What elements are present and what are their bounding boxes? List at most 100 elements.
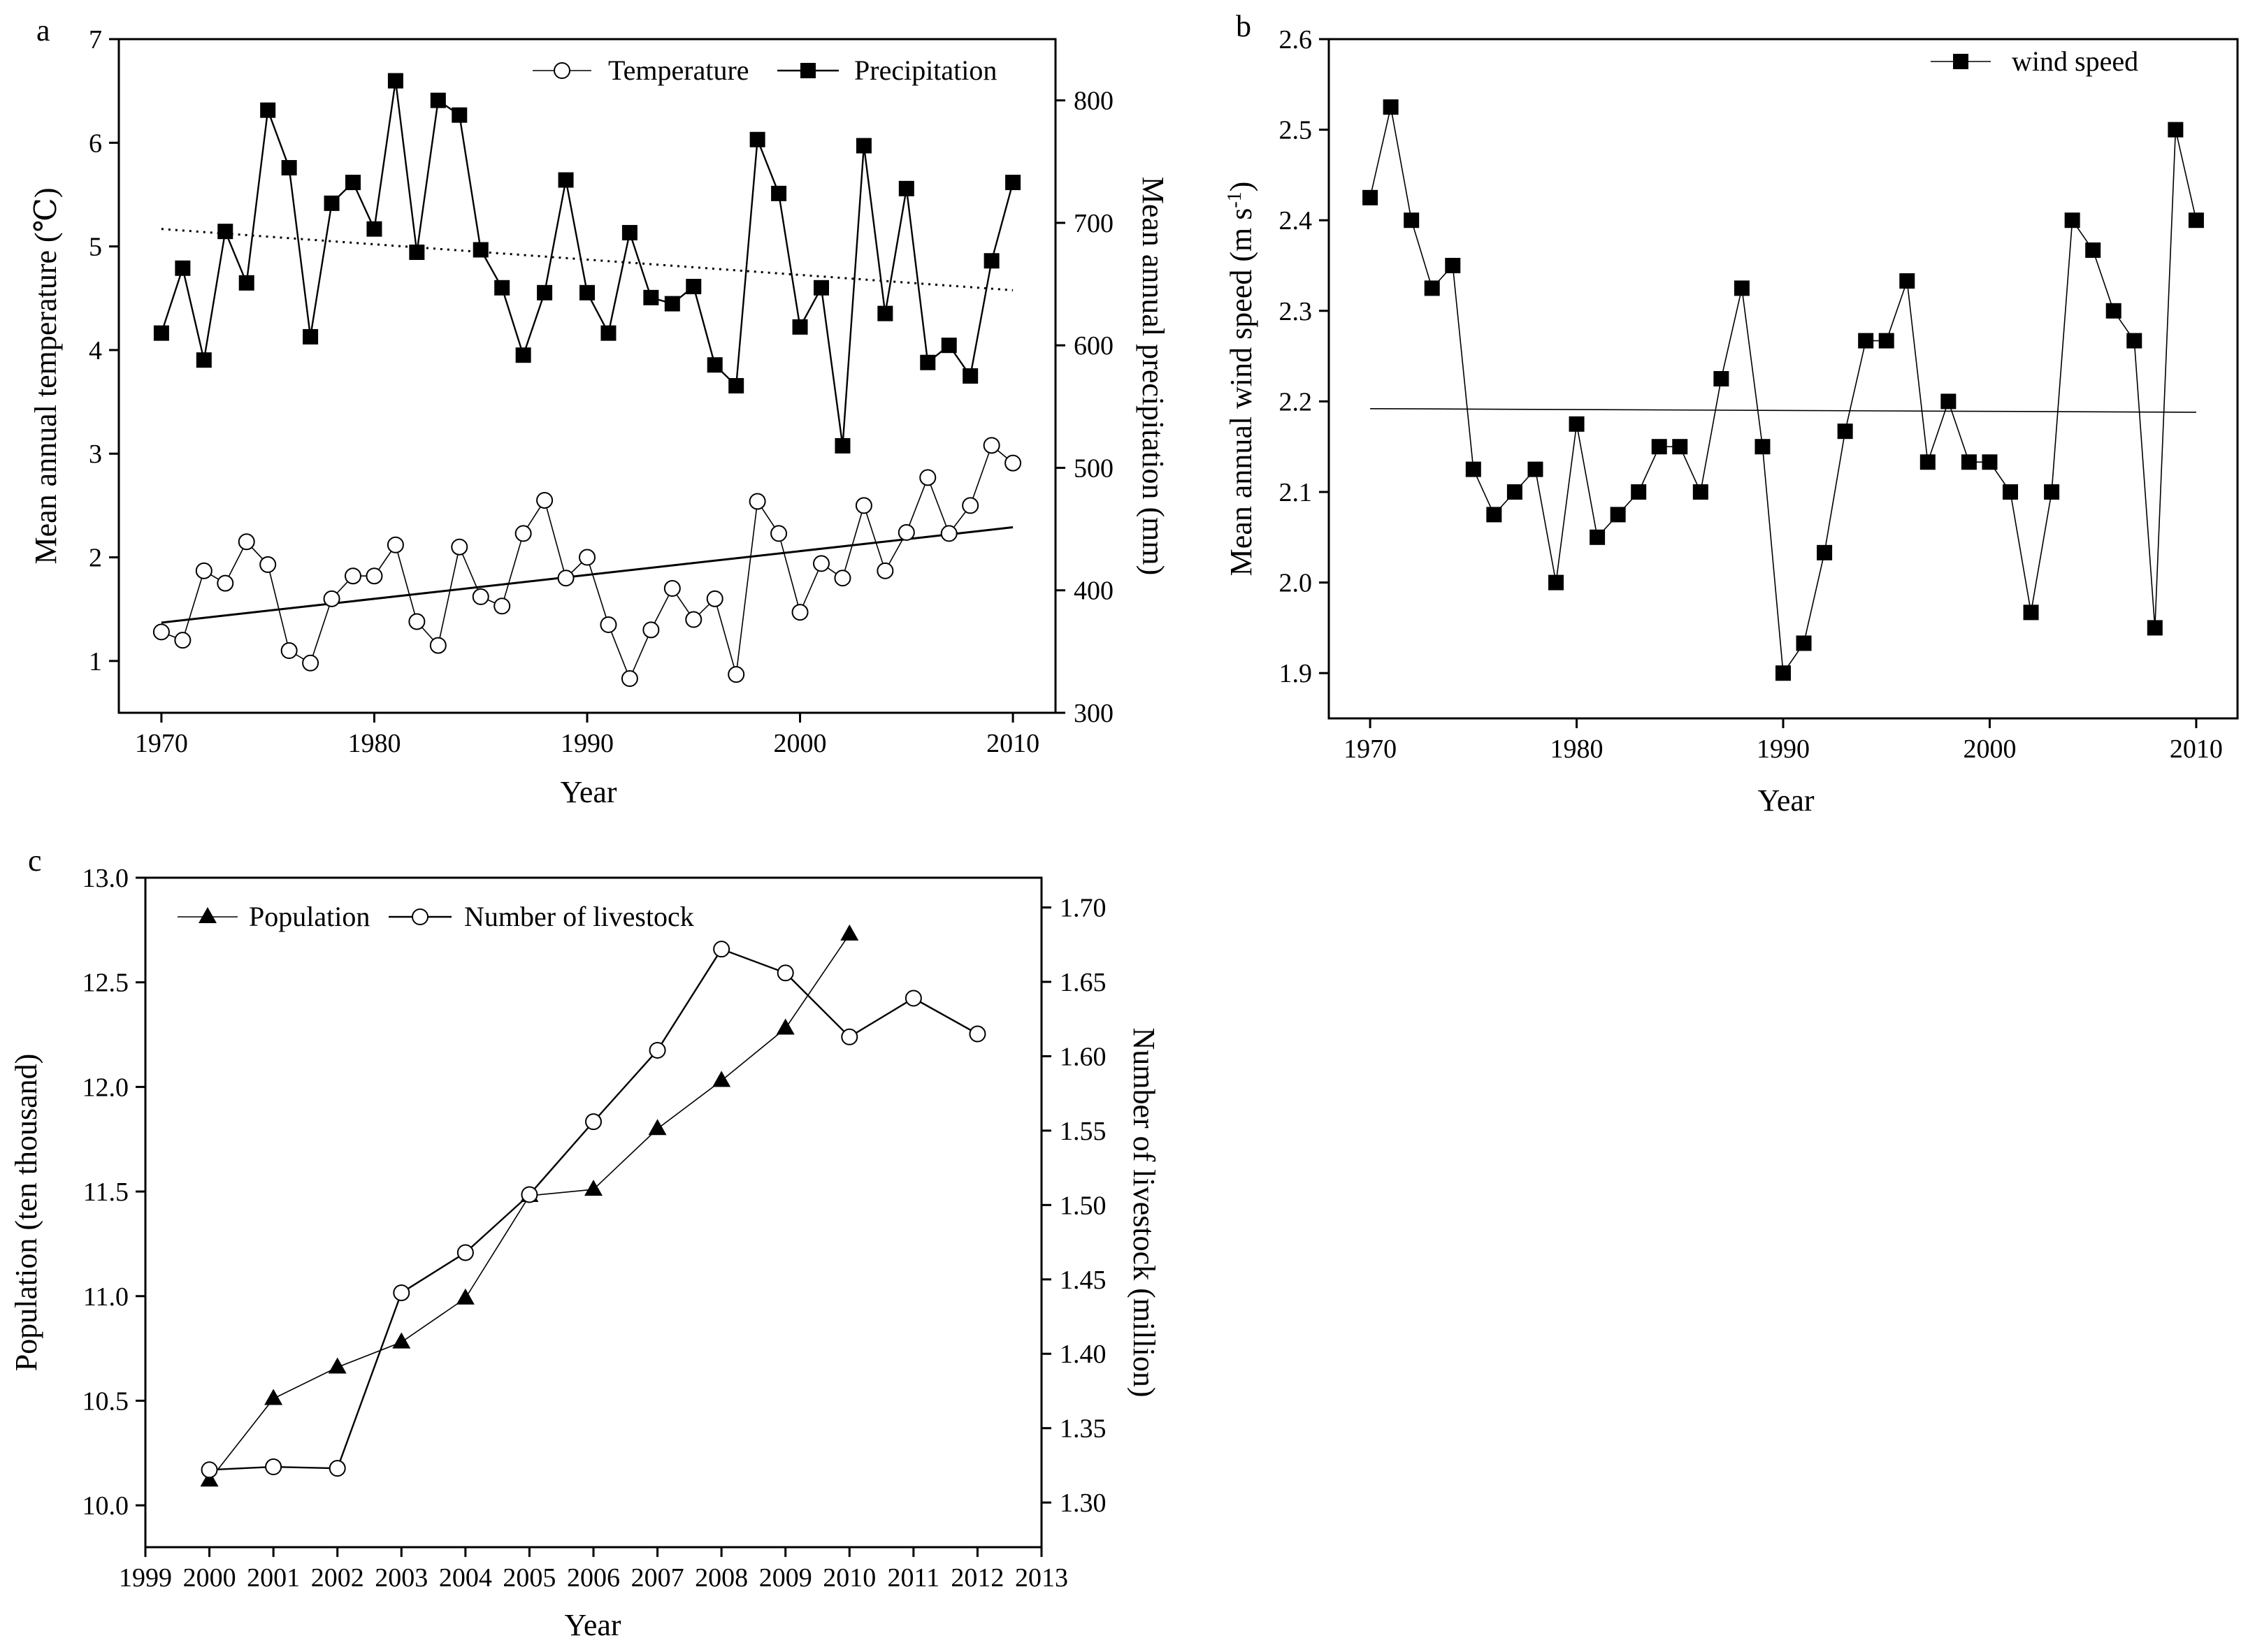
legend-temperature-marker (554, 62, 570, 79)
y-tick-label: 2.4 (1279, 206, 1313, 236)
panel-b-label: b (1236, 9, 1251, 43)
livestock-point (841, 1028, 858, 1045)
wind-speed-point (2188, 212, 2204, 229)
panel-b-x-axis-title: Year (1757, 783, 1814, 818)
precipitation-point (452, 107, 468, 123)
y-tick-label: 2.2 (1279, 387, 1313, 416)
precipitation-point (196, 352, 212, 368)
x-tick-label: 1999 (119, 1563, 172, 1593)
precipitation-point (835, 437, 851, 454)
wind-speed-point (1817, 544, 1833, 560)
livestock-point (905, 990, 922, 1007)
wind-speed-point (1919, 454, 1936, 470)
population-point (712, 1071, 731, 1087)
temperature-point (345, 567, 361, 585)
x-tick-label: 2004 (439, 1563, 492, 1593)
precipitation-point (558, 172, 574, 188)
y2-tick-label: 1.45 (1060, 1266, 1107, 1295)
wind-speed-point (1486, 507, 1502, 523)
livestock-point (456, 1244, 474, 1261)
livestock-point (265, 1458, 282, 1476)
y-tick-label: 2.1 (1279, 478, 1313, 507)
livestock-point (521, 1186, 538, 1203)
y2-tick-label: 800 (1074, 87, 1114, 116)
wind-speed-point (1858, 333, 1874, 349)
x-tick-label: 2007 (631, 1563, 684, 1593)
y-tick-label: 10.5 (82, 1386, 129, 1416)
legend-livestock: Number of livestock (389, 901, 694, 932)
y2-tick-label: 1.50 (1060, 1191, 1107, 1220)
legend-wind-speed-marker (1953, 54, 1968, 69)
legend-livestock-marker (412, 908, 428, 925)
temperature-point (813, 555, 830, 572)
panel-a-y-ticks: 1 2 3 4 5 6 7 (89, 25, 119, 676)
wind-speed-point (2085, 242, 2101, 258)
precipitation-point (579, 284, 595, 300)
livestock-point (393, 1284, 410, 1301)
legend-temperature-label: Temperature (608, 55, 749, 86)
temperature-point (238, 533, 255, 551)
precipitation-point (814, 280, 829, 296)
population-point (840, 924, 859, 941)
wind-speed-point (1527, 461, 1543, 477)
x-tick-label: 2010 (823, 1563, 876, 1593)
wind-speed-point (1404, 212, 1420, 229)
panel-c-chart: c 1999 2000 2001 2002 2003 2004 2005 2006 2007 20… (9, 843, 1161, 1642)
temperature-point (493, 597, 511, 615)
wind-speed-point (1734, 280, 1750, 296)
temperature-point (536, 491, 554, 509)
panel-a-series (152, 73, 1022, 688)
panel-b-y-axis-title-close: ) (1224, 182, 1258, 192)
x-tick-label: 2000 (774, 729, 827, 758)
y-tick-label: 2 (89, 544, 102, 573)
y2-tick-label: 1.65 (1060, 968, 1107, 997)
legend-temperature: Temperature (533, 55, 749, 86)
panel-c-legend: Population Number of livestock (178, 901, 694, 932)
y-tick-label: 7 (89, 25, 102, 55)
x-tick-label: 1970 (1343, 734, 1397, 764)
temperature-point (685, 611, 703, 628)
precipitation-point (621, 224, 637, 240)
panel-a-chart: a 1970 1980 1990 2000 2010 1 2 3 4 5 6 7 300 400 500… (29, 13, 1170, 809)
precipitation-point (217, 224, 233, 240)
temperature-point (557, 570, 575, 587)
wind-speed-point (2105, 303, 2121, 319)
y-tick-label: 2.0 (1279, 569, 1313, 598)
x-tick-label: 2003 (375, 1563, 428, 1593)
wind-speed-point (1961, 454, 1977, 470)
temperature-point (514, 525, 532, 542)
wind-speed-point (1713, 371, 1729, 386)
temperature-point (962, 497, 979, 514)
livestock-point (969, 1025, 986, 1043)
temperature-point (791, 604, 809, 621)
legend-precipitation: Precipitation (777, 55, 997, 86)
panel-b-y-axis-title: Mean annual wind speed (m s-1) (1224, 182, 1259, 577)
x-tick-label: 1970 (135, 729, 188, 758)
y2-tick-label: 1.30 (1060, 1488, 1107, 1518)
panel-a-y-axis-title: Mean annual temperature (℃) (29, 187, 63, 564)
wind-speed-point (2003, 484, 2018, 500)
temperature-point (749, 493, 766, 510)
panel-c-y-ticks: 10.0 10.5 11.0 11.5 12.0 12.5 13.0 (82, 864, 145, 1521)
temperature-point (302, 654, 319, 672)
population-point (392, 1332, 411, 1349)
wind-speed-point (1569, 416, 1585, 432)
wind-speed-point (2126, 333, 2142, 349)
precipitation-point (303, 328, 319, 345)
panel-b-series (1362, 99, 2204, 681)
y-tick-label: 2.6 (1279, 25, 1313, 55)
x-tick-label: 1990 (1757, 734, 1810, 764)
livestock-point (713, 941, 730, 958)
x-tick-label: 2001 (247, 1563, 300, 1593)
panel-b-trendlines (1370, 407, 2196, 413)
x-tick-label: 2005 (503, 1563, 556, 1593)
wind-speed-point (1837, 423, 1853, 440)
legend-population: Population (178, 901, 370, 932)
precipitation-point (920, 354, 936, 370)
wind-speed-point (2147, 620, 2163, 636)
precipitation-point (366, 221, 382, 237)
precipitation-point (515, 347, 531, 363)
temperature-point (877, 562, 894, 579)
temperature-point (174, 632, 192, 649)
